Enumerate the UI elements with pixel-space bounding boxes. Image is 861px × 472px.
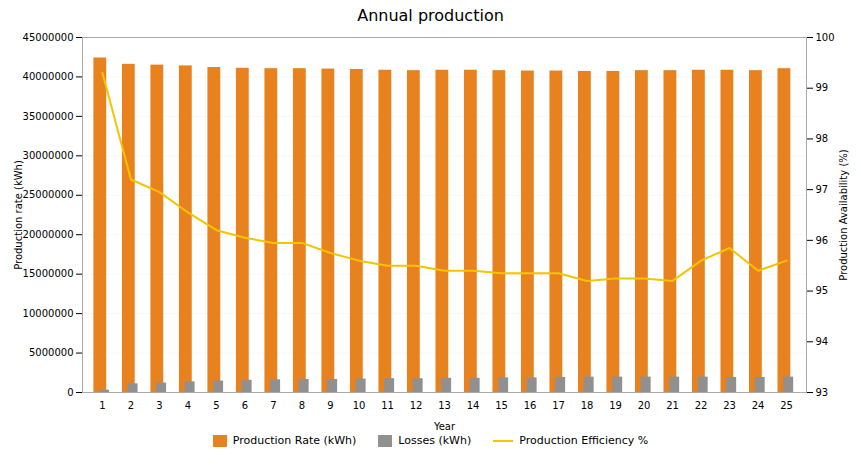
svg-text:10: 10 — [353, 400, 366, 411]
svg-text:45000000: 45000000 — [23, 32, 74, 43]
svg-text:13: 13 — [438, 400, 451, 411]
svg-text:15000000: 15000000 — [23, 268, 74, 279]
svg-text:17: 17 — [552, 400, 565, 411]
svg-text:35000000: 35000000 — [23, 111, 74, 122]
svg-text:11: 11 — [381, 400, 394, 411]
svg-text:99: 99 — [816, 82, 829, 93]
svg-text:1: 1 — [99, 400, 105, 411]
svg-text:3: 3 — [156, 400, 162, 411]
svg-text:25: 25 — [780, 400, 793, 411]
svg-text:8: 8 — [299, 400, 305, 411]
svg-text:5000000: 5000000 — [29, 347, 74, 358]
svg-text:30000000: 30000000 — [23, 150, 74, 161]
svg-text:19: 19 — [609, 400, 622, 411]
svg-text:7: 7 — [270, 400, 276, 411]
svg-text:0: 0 — [67, 387, 73, 398]
html-text:Losses (kWh): Losses (kWh) — [398, 434, 472, 447]
svg-text:10000000: 10000000 — [23, 308, 74, 319]
svg-text:14: 14 — [467, 400, 480, 411]
svg-text:95: 95 — [816, 285, 829, 296]
svg-text:93: 93 — [816, 387, 829, 398]
svg-text:25000000: 25000000 — [23, 189, 74, 200]
svg-text:20: 20 — [638, 400, 651, 411]
svg-text:98: 98 — [816, 133, 829, 144]
svg-text:40000000: 40000000 — [23, 71, 74, 82]
svg-text:96: 96 — [816, 235, 829, 246]
svg-text:Production Availability (%): Production Availability (%) — [838, 149, 849, 280]
svg-text:6: 6 — [242, 400, 248, 411]
svg-text:4: 4 — [185, 400, 191, 411]
svg-text:Year: Year — [433, 421, 456, 432]
svg-text:21: 21 — [666, 400, 679, 411]
svg-text:2: 2 — [128, 400, 134, 411]
svg-text:Production rate (kWh): Production rate (kWh) — [13, 160, 24, 270]
svg-text:100: 100 — [816, 32, 835, 43]
svg-text:20000000: 20000000 — [23, 229, 74, 240]
svg-text:18: 18 — [581, 400, 594, 411]
svg-text:23: 23 — [723, 400, 736, 411]
svg-text:5: 5 — [213, 400, 219, 411]
svg-text:94: 94 — [816, 336, 829, 347]
svg-text:22: 22 — [695, 400, 708, 411]
svg-text:97: 97 — [816, 184, 829, 195]
svg-text:15: 15 — [495, 400, 508, 411]
html-text:Annual production: Annual production — [357, 6, 504, 25]
svg-text:9: 9 — [327, 400, 333, 411]
html-text:Production Efficiency %: Production Efficiency % — [519, 434, 649, 447]
svg-text:12: 12 — [410, 400, 423, 411]
html-text:Production Rate (kWh): Production Rate (kWh) — [232, 434, 357, 447]
svg-text:24: 24 — [752, 400, 765, 411]
svg-text:16: 16 — [524, 400, 537, 411]
